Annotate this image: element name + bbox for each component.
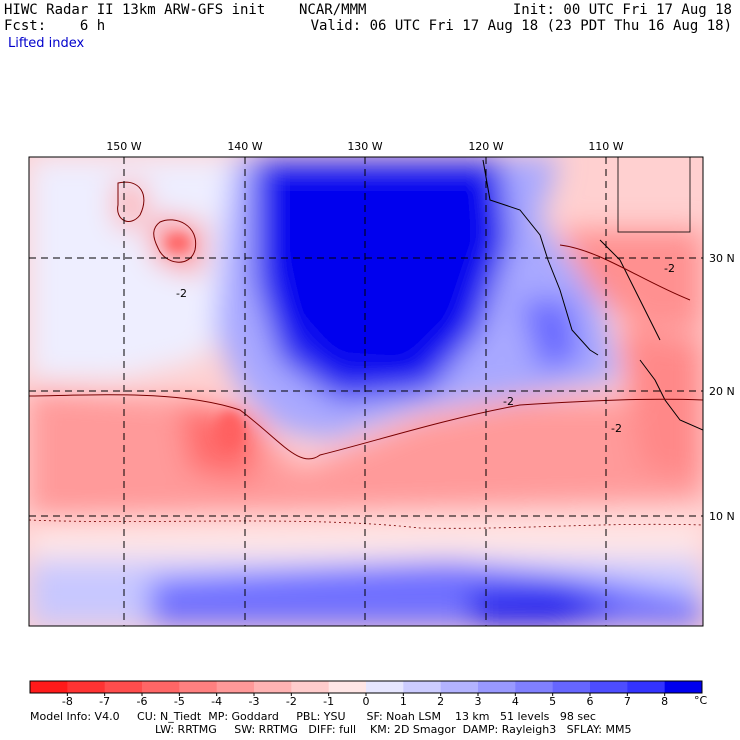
contour-label: -2 bbox=[503, 395, 514, 408]
colorbar-tick-label: -3 bbox=[249, 695, 260, 708]
colorbar-swatch bbox=[328, 681, 367, 693]
colorbar-tick-label: -4 bbox=[211, 695, 222, 708]
contour-label: -2 bbox=[664, 262, 675, 275]
colorbar-tick-label: 8 bbox=[661, 695, 668, 708]
contour-label: -2 bbox=[176, 287, 187, 300]
colorbar-swatch bbox=[627, 681, 666, 693]
colorbar-swatch bbox=[30, 681, 68, 693]
lon-label-140w: 140 W bbox=[227, 140, 262, 153]
colorbar-tick-label: 3 bbox=[475, 695, 482, 708]
colorbar-swatch bbox=[478, 681, 516, 693]
colorbar-tick-label: -6 bbox=[137, 695, 148, 708]
lon-label-130w: 130 W bbox=[347, 140, 382, 153]
colorbar-swatch bbox=[142, 681, 180, 693]
lon-label-150w: 150 W bbox=[106, 140, 141, 153]
colorbar-swatch bbox=[590, 681, 628, 693]
lon-label-120w: 120 W bbox=[468, 140, 503, 153]
colorbar-tick-label: 0 bbox=[363, 695, 370, 708]
contour-label: -2 bbox=[611, 422, 622, 435]
field-name: Lifted index bbox=[8, 36, 85, 51]
colorbar-swatch bbox=[104, 681, 143, 693]
colorbar-tick-label: -2 bbox=[286, 695, 297, 708]
colorbar-tick-label: -8 bbox=[62, 695, 73, 708]
init-time: Init: 00 UTC Fri 17 Aug 18 bbox=[512, 2, 732, 18]
model-info-line1: Model Info: V4.0 CU: N_Tiedt MP: Goddard… bbox=[30, 710, 596, 723]
model-info-line2: LW: RRTMG SW: RRTMG DIFF: full KM: 2D Sm… bbox=[155, 723, 632, 736]
colorbar-swatch bbox=[403, 681, 442, 693]
lat-label-20n: 20 N bbox=[709, 385, 735, 398]
colorbar-swatch bbox=[291, 681, 330, 693]
colorbar-swatch bbox=[664, 681, 703, 693]
colorbar-tick-label: -7 bbox=[99, 695, 110, 708]
colorbar-tick-label: -1 bbox=[323, 695, 334, 708]
lat-label-10n: 10 N bbox=[709, 510, 735, 523]
lat-label-30n: 30 N bbox=[709, 252, 735, 265]
colorbar-swatch bbox=[216, 681, 255, 693]
colorbar: -8 -7 -6 -5 -4 -3 -2 -1 0 1 2 3 4 5 6 7 8 bbox=[29, 680, 703, 708]
colorbar-swatch bbox=[515, 681, 554, 693]
colorbar-swatch bbox=[366, 681, 404, 693]
graticule bbox=[29, 157, 703, 626]
valid-time: Valid: 06 UTC Fri 17 Aug 18 (23 PDT Thu … bbox=[310, 18, 732, 34]
colorbar-tick-label: 2 bbox=[437, 695, 444, 708]
colorbar-unit: °C bbox=[694, 694, 708, 707]
colorbar-tick-label: 4 bbox=[512, 695, 519, 708]
forecast-hour: Fcst: 6 h bbox=[4, 18, 106, 34]
colorbar-swatch bbox=[254, 681, 292, 693]
colorbar-tick-label: -5 bbox=[174, 695, 185, 708]
colorbar-swatch bbox=[67, 681, 106, 693]
colorbar-swatch bbox=[440, 681, 479, 693]
colorbar-tick-label: 6 bbox=[587, 695, 594, 708]
colorbar-tick-label: 1 bbox=[400, 695, 407, 708]
colorbar-swatch bbox=[552, 681, 591, 693]
map-title: HIWC Radar II 13km ARW-GFS init NCAR/MMM bbox=[4, 2, 367, 18]
lon-label-110w: 110 W bbox=[588, 140, 623, 153]
colorbar-tick-label: 7 bbox=[624, 695, 631, 708]
colorbar-swatch bbox=[179, 681, 218, 693]
colorbar-tick-label: 5 bbox=[549, 695, 556, 708]
